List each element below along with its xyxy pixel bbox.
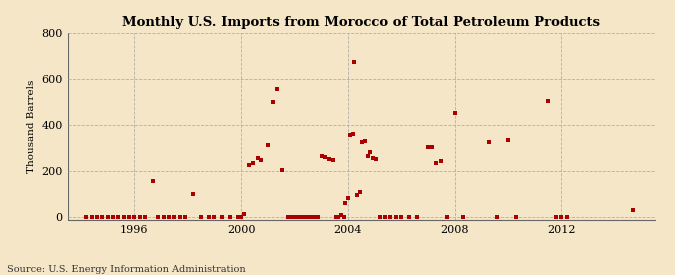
Point	[510, 214, 521, 219]
Point	[436, 159, 447, 164]
Point	[562, 214, 572, 219]
Point	[340, 200, 350, 205]
Point	[196, 214, 207, 219]
Point	[169, 214, 180, 219]
Point	[396, 214, 406, 219]
Point	[244, 163, 254, 167]
Point	[163, 214, 174, 219]
Point	[543, 98, 554, 103]
Point	[320, 155, 331, 159]
Point	[153, 214, 163, 219]
Point	[256, 158, 267, 163]
Point	[449, 111, 460, 116]
Point	[134, 214, 145, 219]
Point	[327, 158, 338, 163]
Point	[628, 207, 639, 212]
Point	[385, 214, 396, 219]
Point	[324, 157, 335, 161]
Point	[423, 144, 433, 149]
Point	[282, 214, 293, 219]
Point	[342, 196, 353, 200]
Point	[492, 214, 503, 219]
Point	[253, 156, 264, 160]
Point	[427, 144, 437, 149]
Point	[286, 214, 297, 219]
Point	[297, 214, 308, 219]
Point	[204, 214, 215, 219]
Point	[113, 214, 124, 219]
Point	[360, 139, 371, 143]
Point	[148, 179, 159, 183]
Point	[92, 214, 103, 219]
Point	[248, 160, 259, 165]
Point	[313, 214, 324, 219]
Point	[86, 214, 97, 219]
Point	[333, 214, 344, 219]
Point	[289, 214, 300, 219]
Point	[551, 214, 562, 219]
Title: Monthly U.S. Imports from Morocco of Total Petroleum Products: Monthly U.S. Imports from Morocco of Tot…	[122, 16, 600, 29]
Point	[354, 190, 365, 195]
Point	[236, 214, 246, 219]
Point	[140, 214, 151, 219]
Text: Source: U.S. Energy Information Administration: Source: U.S. Energy Information Administ…	[7, 265, 246, 274]
Point	[457, 214, 468, 219]
Y-axis label: Thousand Barrels: Thousand Barrels	[27, 80, 36, 173]
Point	[362, 153, 373, 158]
Point	[301, 214, 312, 219]
Point	[293, 214, 304, 219]
Point	[349, 59, 360, 64]
Point	[352, 192, 362, 197]
Point	[441, 214, 452, 219]
Point	[502, 138, 513, 142]
Point	[365, 150, 376, 155]
Point	[330, 214, 341, 219]
Point	[375, 214, 385, 219]
Point	[309, 214, 320, 219]
Point	[368, 156, 379, 160]
Point	[233, 214, 244, 219]
Point	[404, 214, 414, 219]
Point	[357, 140, 368, 144]
Point	[158, 214, 169, 219]
Point	[107, 214, 118, 219]
Point	[238, 212, 249, 216]
Point	[348, 132, 358, 136]
Point	[371, 157, 381, 161]
Point	[380, 214, 391, 219]
Point	[484, 140, 495, 144]
Point	[390, 214, 401, 219]
Point	[335, 213, 346, 218]
Point	[118, 214, 129, 219]
Point	[317, 153, 328, 158]
Point	[225, 214, 236, 219]
Point	[271, 87, 282, 91]
Point	[556, 214, 567, 219]
Point	[305, 214, 316, 219]
Point	[263, 143, 273, 148]
Point	[217, 214, 227, 219]
Point	[431, 160, 441, 165]
Point	[268, 100, 279, 104]
Point	[412, 214, 423, 219]
Point	[129, 214, 140, 219]
Point	[174, 214, 185, 219]
Point	[124, 214, 134, 219]
Point	[277, 167, 288, 172]
Point	[338, 214, 349, 219]
Point	[188, 191, 198, 196]
Point	[102, 214, 113, 219]
Point	[97, 214, 107, 219]
Point	[345, 133, 356, 137]
Point	[81, 214, 92, 219]
Point	[180, 214, 190, 219]
Point	[209, 214, 220, 219]
